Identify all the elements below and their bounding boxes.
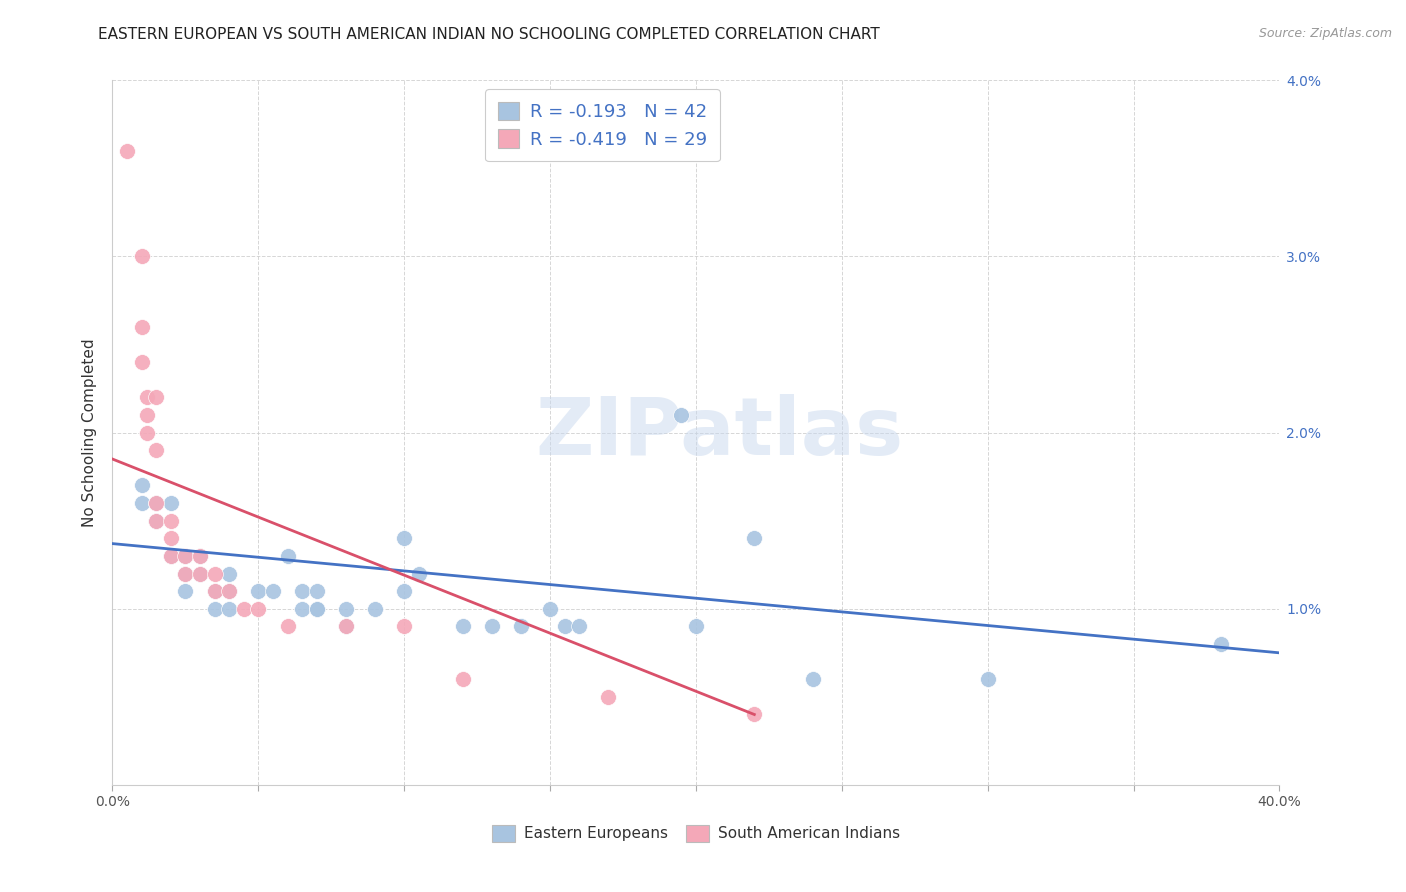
Point [568,619,591,633]
Point [671,408,693,422]
Point [131,478,153,492]
Y-axis label: No Schooling Completed: No Schooling Completed [82,338,97,527]
Point [174,584,197,599]
Point [131,320,153,334]
Point [554,619,576,633]
Text: ZIPatlas: ZIPatlas [536,393,904,472]
Point [188,566,211,581]
Point [335,619,357,633]
Point [204,584,226,599]
Point [394,619,416,633]
Point [538,601,561,615]
Point [232,601,254,615]
Point [145,514,167,528]
Point [291,601,314,615]
Point [218,584,240,599]
Text: EASTERN EUROPEAN VS SOUTH AMERICAN INDIAN NO SCHOOLING COMPLETED CORRELATION CHA: EASTERN EUROPEAN VS SOUTH AMERICAN INDIA… [98,27,880,42]
Point [291,584,314,599]
Point [685,619,707,633]
Point [145,496,167,510]
Point [335,619,357,633]
Point [742,707,765,722]
Point [408,566,430,581]
Point [394,532,416,546]
Text: Source: ZipAtlas.com: Source: ZipAtlas.com [1258,27,1392,40]
Point [160,549,183,563]
Point [218,601,240,615]
Point [145,496,167,510]
Point [131,250,153,264]
Point [160,496,183,510]
Point [481,619,503,633]
Point [136,391,159,405]
Point [188,566,211,581]
Point [204,566,226,581]
Point [136,425,159,440]
Point [451,673,474,687]
Point [174,549,197,563]
Point [136,408,159,422]
Point [131,496,153,510]
Point [218,584,240,599]
Point [364,601,387,615]
Point [247,584,270,599]
Point [174,549,197,563]
Point [276,619,298,633]
Point [188,549,211,563]
Point [801,673,824,687]
Point [145,443,167,458]
Legend: Eastern Europeans, South American Indians: Eastern Europeans, South American Indian… [485,819,907,847]
Point [262,584,284,599]
Point [394,584,416,599]
Point [160,532,183,546]
Point [598,690,620,704]
Point [160,549,183,563]
Point [145,391,167,405]
Point [305,601,328,615]
Point [451,619,474,633]
Point [305,584,328,599]
Point [188,549,211,563]
Point [976,673,998,687]
Point [509,619,531,633]
Point [145,514,167,528]
Point [204,601,226,615]
Point [218,566,240,581]
Point [174,566,197,581]
Point [174,566,197,581]
Point [742,532,765,546]
Point [335,601,357,615]
Point [204,584,226,599]
Point [247,601,270,615]
Point [1209,637,1232,651]
Point [131,355,153,369]
Point [115,144,138,158]
Point [160,514,183,528]
Point [305,601,328,615]
Point [276,549,298,563]
